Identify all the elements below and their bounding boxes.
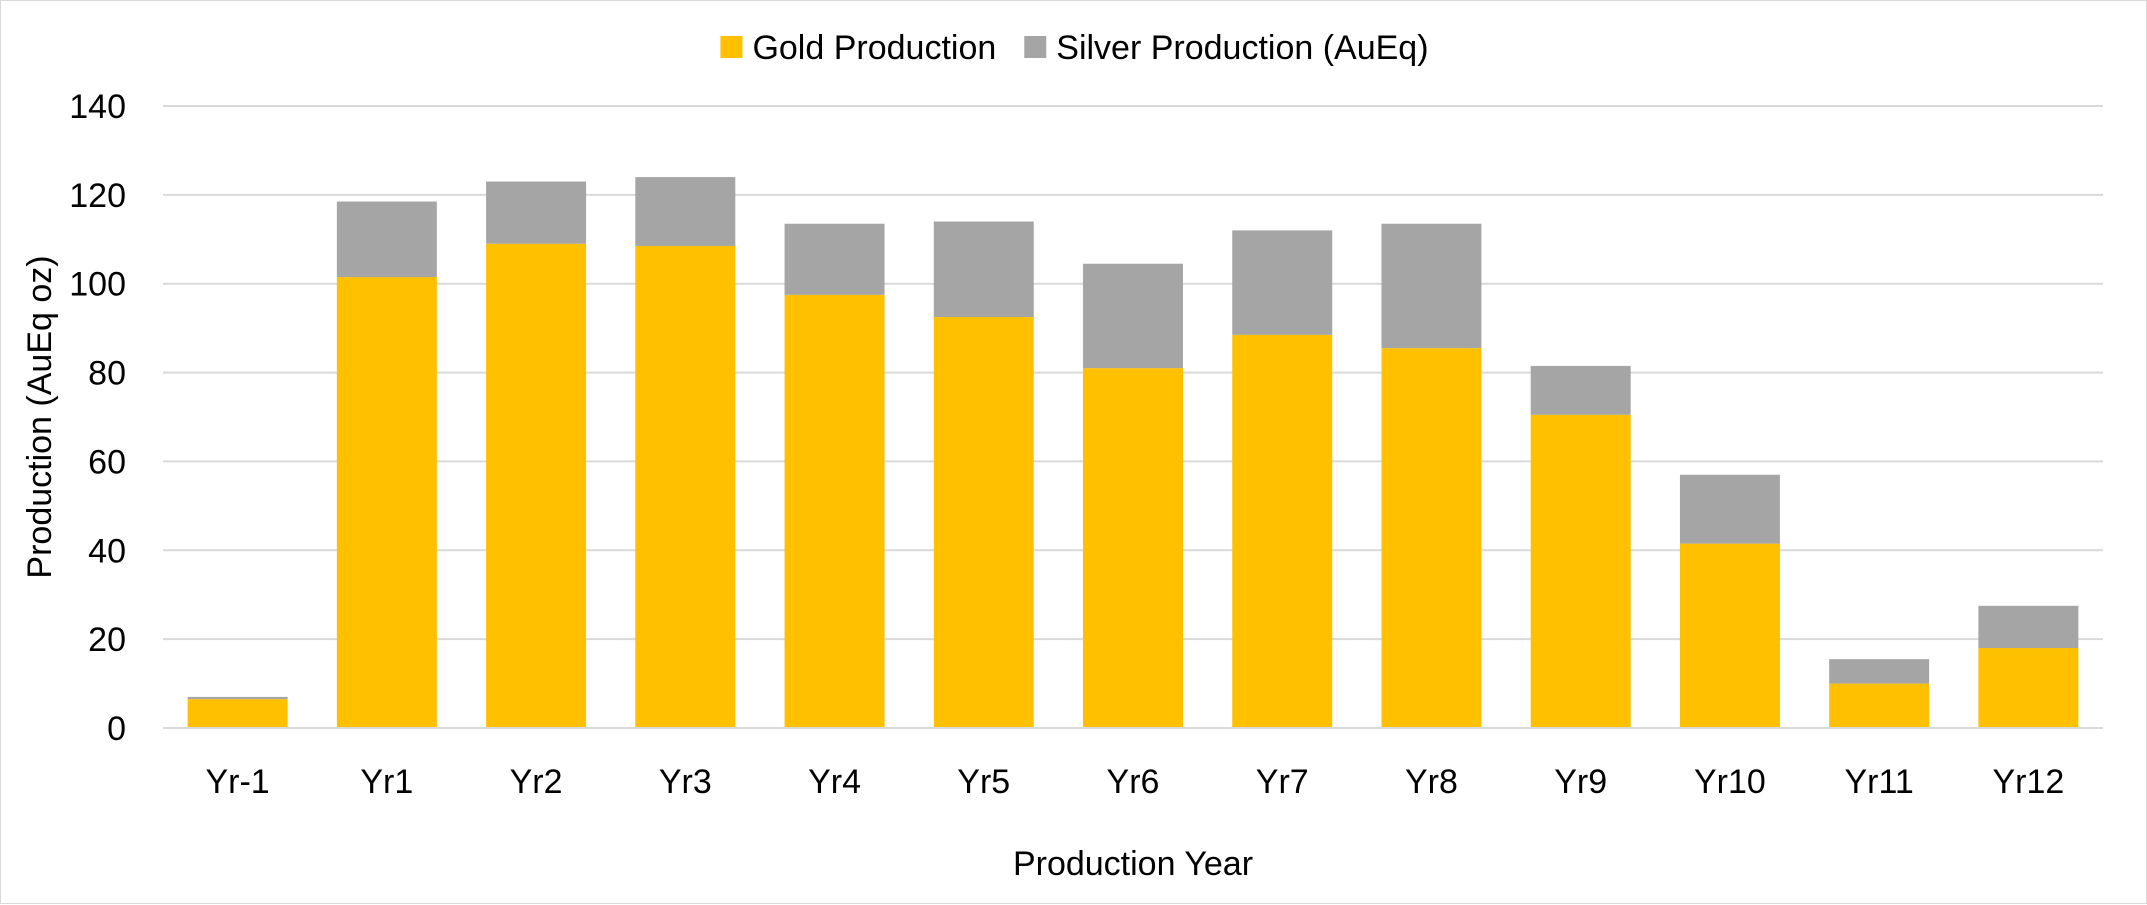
bar-gold-yr3 [635, 245, 736, 728]
y-tick-label: 60 [88, 443, 126, 481]
bar-silver-yr7 [1232, 230, 1333, 335]
y-tick-label: 100 [69, 266, 126, 304]
x-tick-label: Yr8 [1405, 763, 1458, 801]
bar-gold-yr6 [1083, 368, 1183, 728]
y-tick-label: 20 [88, 621, 126, 659]
bars [187, 177, 2079, 728]
bar-gold-yr4 [784, 294, 885, 728]
y-tick-label: 140 [69, 88, 126, 126]
x-tick-label: Yr1 [360, 763, 413, 801]
bar-gold-yr-1 [187, 699, 288, 728]
bar-gold-yr1 [336, 277, 437, 728]
x-tick-label: Yr2 [510, 763, 563, 801]
y-tick-label: 80 [88, 355, 126, 393]
legend-swatch-gold [720, 36, 743, 58]
bar-silver-yr-1 [187, 696, 288, 700]
bar-silver-yr8 [1381, 223, 1482, 349]
bar-gold-yr8 [1381, 348, 1482, 728]
bar-silver-yr11 [1829, 659, 1930, 684]
bar-gold-yr2 [486, 243, 587, 728]
y-tick-label: 0 [107, 710, 126, 748]
y-tick-label: 120 [69, 177, 126, 215]
bar-silver-yr10 [1679, 474, 1780, 544]
legend-swatch-silver [1024, 36, 1047, 58]
x-axis-title: Production Year [1013, 845, 1253, 883]
x-tick-label: Yr7 [1256, 763, 1309, 801]
bar-silver-yr4 [784, 223, 885, 295]
x-tick-label: Yr3 [659, 763, 712, 801]
bar-gold-yr5 [933, 317, 1034, 728]
bar-gold-yr12 [1978, 648, 2079, 728]
legend-label-silver: Silver Production (AuEq) [1056, 29, 1428, 67]
bar-silver-yr3 [635, 177, 736, 246]
y-tick-label: 40 [88, 532, 126, 570]
x-tick-label: Yr11 [1845, 763, 1914, 801]
bar-gold-yr7 [1232, 334, 1333, 728]
legend-label-gold: Gold Production [752, 29, 996, 67]
bar-gold-yr11 [1829, 683, 1930, 728]
x-tick-label: Yr9 [1554, 763, 1607, 801]
bar-silver-yr12 [1978, 605, 2079, 649]
bar-silver-yr2 [486, 181, 587, 244]
bar-silver-yr9 [1530, 365, 1631, 415]
y-axis-title: Production (AuEq oz) [21, 255, 59, 578]
legend: Gold Production Silver Production (AuEq) [720, 29, 1429, 67]
x-tick-label: Yr10 [1694, 763, 1766, 801]
x-tick-label: Yr6 [1107, 763, 1160, 801]
axes: 0 20 40 60 80 100 120 140 Yr-1 Yr1 Yr2 Yr3 Yr4 Yr5 Yr6… [69, 88, 2103, 801]
x-tick-label: Yr5 [957, 763, 1010, 801]
x-tick-label: Yr12 [1992, 763, 2064, 801]
bar-gold-yr9 [1530, 414, 1631, 728]
bar-silver-yr1 [336, 201, 437, 278]
bar-silver-yr5 [933, 221, 1034, 318]
x-tick-label: Yr-1 [205, 763, 269, 801]
bar-gold-yr10 [1679, 543, 1780, 728]
x-tick-label: Yr4 [808, 763, 861, 801]
bar-silver-yr6 [1083, 263, 1183, 369]
